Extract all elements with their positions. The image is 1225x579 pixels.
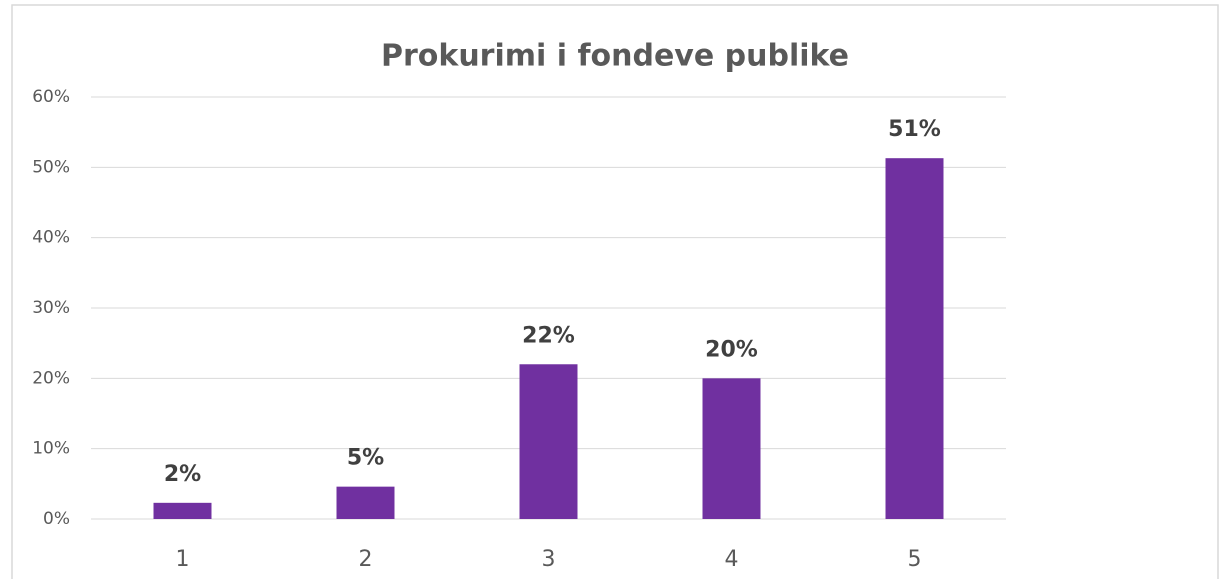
bar (519, 364, 578, 519)
x-tick-label: 2 (359, 547, 373, 572)
bar (702, 378, 761, 519)
bar (336, 486, 395, 519)
data-label: 5% (347, 446, 384, 471)
chart-title: Prokurimi i fondeve publike (381, 39, 849, 74)
y-tick-label: 10% (32, 439, 70, 459)
x-tick-label: 5 (908, 547, 922, 572)
data-label: 51% (888, 117, 941, 142)
y-tick-label: 30% (32, 298, 70, 318)
y-tick-label: 0% (43, 509, 70, 529)
y-tick-label: 40% (32, 228, 70, 248)
x-tick-label: 1 (176, 547, 190, 572)
x-tick-label: 4 (725, 547, 739, 572)
data-label: 22% (522, 323, 575, 348)
x-tick-label: 3 (542, 547, 556, 572)
data-label: 20% (705, 337, 758, 362)
bar (153, 502, 212, 519)
y-tick-label: 50% (32, 157, 70, 177)
chart-frame (11, 4, 1219, 579)
data-label: 2% (164, 462, 201, 487)
bar (885, 158, 944, 519)
y-tick-label: 60% (32, 87, 70, 107)
y-tick-label: 20% (32, 368, 70, 388)
